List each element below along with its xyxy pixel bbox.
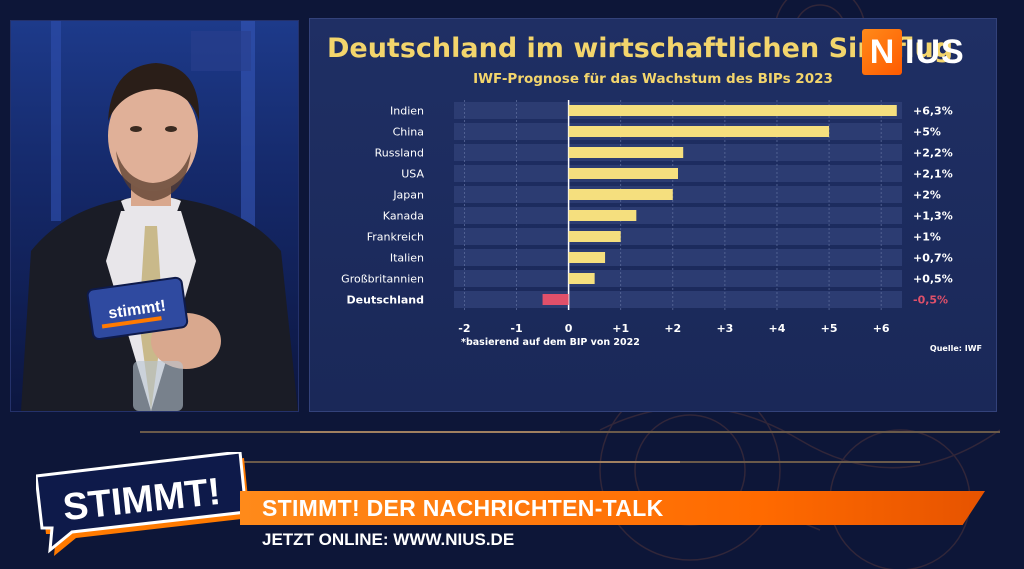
presenter-video: stimmt! (10, 20, 299, 412)
category-label: Indien (390, 105, 424, 118)
category-label: Kanada (383, 210, 424, 223)
x-tick-label: +5 (821, 322, 838, 335)
category-label: Italien (390, 252, 424, 265)
x-tick-label: +1 (612, 322, 629, 335)
bar (568, 189, 673, 200)
category-label: Japan (392, 189, 424, 202)
chart-source: Quelle: IWF (929, 344, 982, 353)
category-label: Deutschland (347, 294, 424, 307)
chart-title: Deutschland im wirtschaftlichen Sinkflug (326, 33, 954, 64)
x-tick-label: 0 (565, 322, 573, 335)
bar (568, 231, 621, 242)
value-label: +1,3% (913, 210, 953, 223)
bar-chart: Indien +6,3% China +5% Russland +2,2% USA +2,1%… (341, 100, 953, 335)
chart-panel: Deutschland im wirtschaftlichen Sinkflug… (309, 18, 997, 412)
bar (542, 294, 569, 305)
bar (568, 210, 637, 221)
value-label: +2,2% (913, 147, 953, 160)
category-label: Großbritannien (341, 273, 424, 286)
ticker-bar (240, 491, 985, 525)
value-label: +6,3% (913, 105, 953, 118)
category-label: Frankreich (367, 231, 424, 244)
category-label: USA (401, 168, 424, 181)
category-label: Russland (375, 147, 424, 160)
value-label: +0,5% (913, 273, 953, 286)
x-tick-label: +2 (664, 322, 681, 335)
bar (568, 273, 595, 284)
value-label: +0,7% (913, 252, 953, 265)
value-label: +2% (913, 189, 941, 202)
value-label: +1% (913, 231, 941, 244)
row-background (454, 228, 902, 245)
x-tick-label: +4 (769, 322, 786, 335)
bar (568, 252, 606, 263)
bar (568, 126, 830, 137)
value-label: +2,1% (913, 168, 953, 181)
category-label: China (393, 126, 424, 139)
x-tick-label: +6 (873, 322, 890, 335)
chart-footnote: *basierend auf dem BIP von 2022 (461, 337, 640, 348)
bar (568, 168, 678, 179)
value-label: -0,5% (913, 294, 948, 307)
ticker-subtitle: JETZT ONLINE: WWW.NIUS.DE (262, 530, 515, 549)
row-background (454, 186, 902, 203)
value-label: +5% (913, 126, 941, 139)
nius-logo: N IUS (862, 27, 980, 77)
ticker-title: STIMMT! DER NACHRICHTEN-TALK (262, 495, 664, 521)
nius-logo-text: IUS (905, 32, 965, 71)
bar (568, 147, 684, 158)
x-tick-label: -2 (458, 322, 470, 335)
x-tick-label: +3 (716, 322, 733, 335)
stimmt-logo: STIMMT! (36, 452, 250, 556)
row-background (454, 291, 902, 308)
bar (568, 105, 897, 116)
x-tick-label: -1 (510, 322, 522, 335)
row-background (454, 207, 902, 224)
chart-subtitle: IWF-Prognose für das Wachstum des BIPs 2… (473, 71, 833, 87)
row-background (454, 270, 902, 287)
nius-logo-mark: N (862, 29, 902, 75)
row-background (454, 249, 902, 266)
